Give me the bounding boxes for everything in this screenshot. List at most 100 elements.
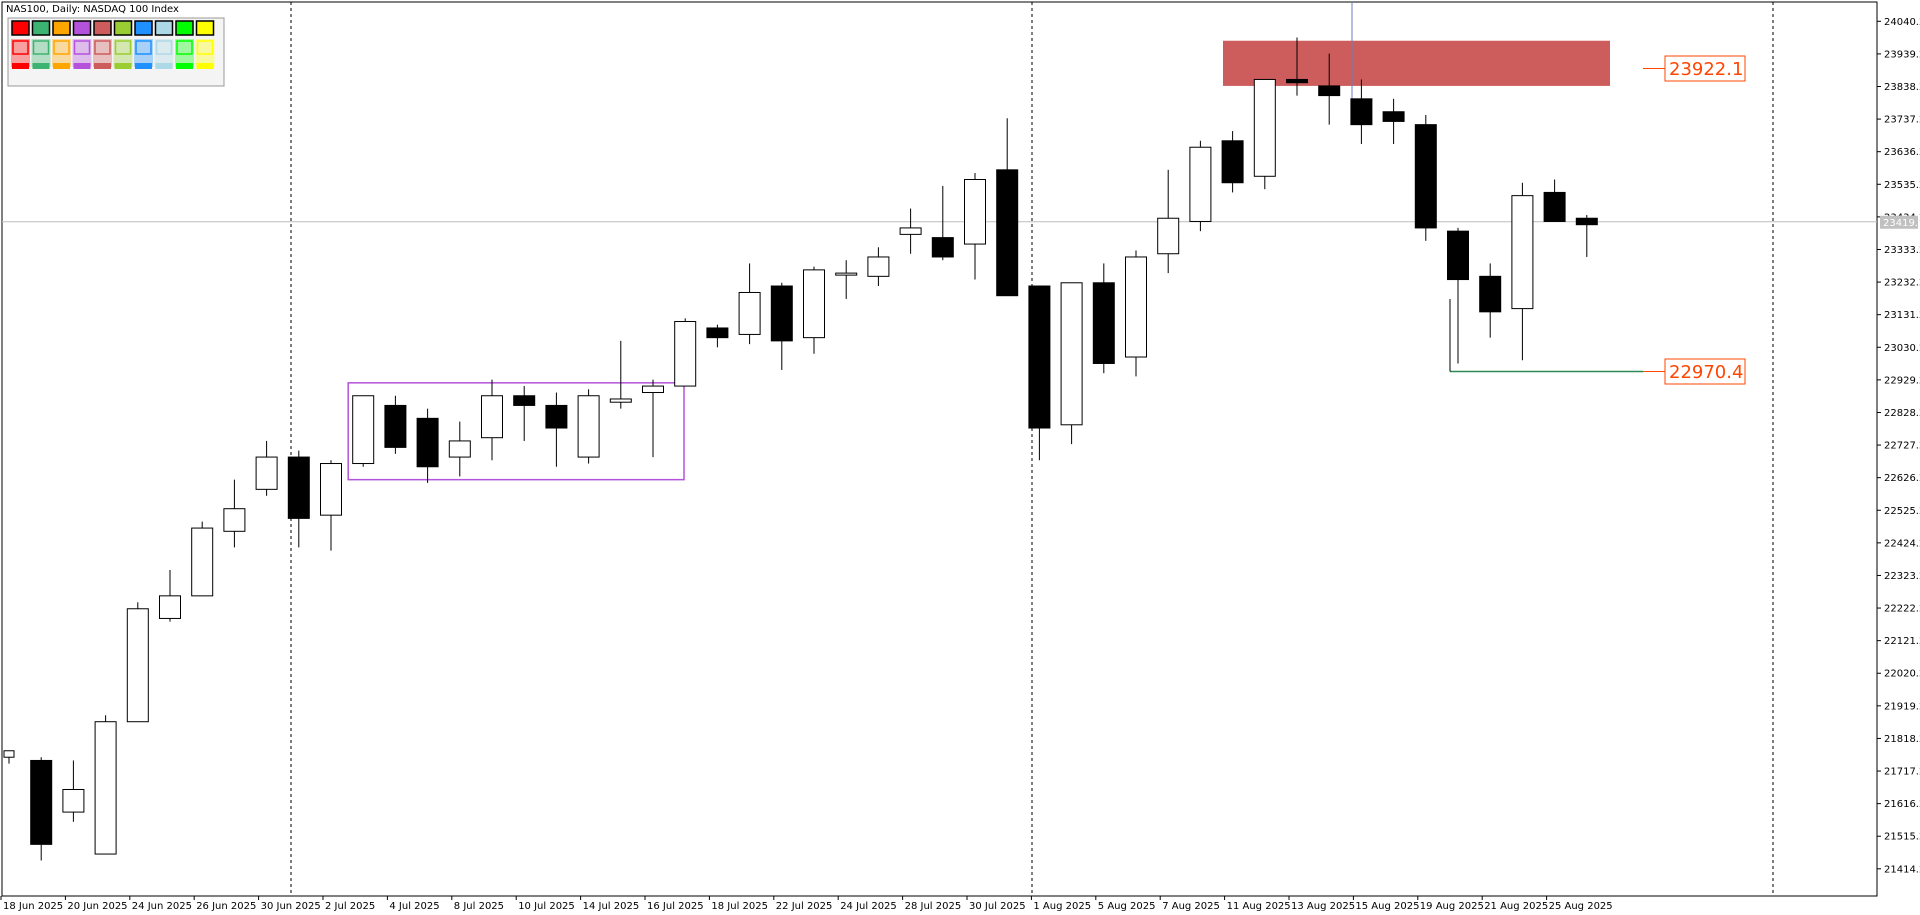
candle-25: [803, 266, 825, 354]
x-tick-label-22: 19 Aug 2025: [1420, 901, 1484, 912]
palette-swatch-outline-0[interactable]: [12, 40, 29, 55]
level-label-text-0: 23922.1: [1669, 59, 1743, 80]
palette-swatch-fill-2[interactable]: [52, 20, 71, 36]
candle-body-28: [899, 227, 922, 235]
candle-22: [706, 324, 729, 348]
candle-body-16: [513, 395, 536, 406]
candle-body-45: [1447, 230, 1469, 281]
plot-area: [1, 1, 1878, 897]
color-palette-panel[interactable]: [7, 17, 225, 87]
level-label-0[interactable]: 23922.1: [1643, 55, 1746, 82]
palette-swatch-outline-8[interactable]: [176, 40, 193, 55]
y-tick-label-19: 22121.2: [1884, 636, 1920, 647]
palette-swatch-bar-6[interactable]: [135, 63, 152, 69]
candle-12: [384, 395, 407, 454]
x-tick-label-11: 18 Jul 2025: [711, 901, 768, 912]
time-axis[interactable]: 18 Jun 2025 20 Jun 2025 24 Jun 2025 26 Jun …: [0, 896, 1613, 912]
candle-body-7: [223, 508, 246, 532]
y-tick-label-17: 22323.2: [1884, 571, 1920, 582]
x-tick-label-12: 22 Jul 2025: [776, 901, 833, 912]
level-label-box-0[interactable]: [1664, 55, 1746, 82]
palette-swatch-fill-5[interactable]: [113, 20, 133, 36]
palette-swatch-fill-8[interactable]: [175, 20, 194, 36]
palette-swatch-outline-2[interactable]: [53, 40, 70, 55]
palette-swatch-tint-bg-5: [113, 39, 133, 57]
candle-18: [577, 389, 600, 464]
y-tick-label-0: 24040.2: [1884, 17, 1920, 28]
candle-body-29: [931, 237, 954, 258]
palette-swatch-outline-4[interactable]: [94, 40, 111, 55]
palette-swatch-tint-6: [134, 57, 153, 67]
palette-swatch-outline-3[interactable]: [73, 40, 91, 55]
level-label-text-1: 22970.4: [1669, 362, 1743, 383]
y-tick-label-24: 21616.2: [1884, 799, 1920, 810]
candle-body-35: [1125, 256, 1147, 358]
current-price-tag-bg: [1880, 215, 1918, 229]
candle-10: [320, 460, 342, 551]
palette-swatch-tint-bg-6: [134, 39, 153, 57]
palette-swatch-fill-0[interactable]: [11, 20, 30, 36]
candle-40: [1286, 37, 1308, 96]
consolidation-box[interactable]: [347, 382, 685, 481]
y-tick-label-21: 21919.2: [1884, 701, 1920, 712]
x-tick-label-19: 11 Aug 2025: [1227, 901, 1291, 912]
palette-swatch-bar-4[interactable]: [94, 63, 111, 69]
palette-swatch-bar-7[interactable]: [155, 63, 173, 69]
palette-swatch-fill-1[interactable]: [31, 20, 51, 36]
palette-swatch-bar-2[interactable]: [53, 63, 70, 69]
palette-swatch-tint-bg-7: [154, 39, 174, 57]
palette-swatch-outline-5[interactable]: [114, 40, 132, 55]
y-tick-label-22: 21818.2: [1884, 734, 1920, 745]
palette-swatch-tint-8: [175, 57, 194, 67]
level-label-1[interactable]: 22970.4: [1449, 299, 1746, 385]
candle-body-13: [416, 417, 439, 468]
x-tick-label-7: 8 Jul 2025: [454, 901, 504, 912]
palette-swatch-bar-5[interactable]: [114, 63, 132, 69]
y-tick-label-20: 22020.2: [1884, 669, 1920, 680]
candle-2: [62, 760, 85, 822]
candle-48: [1543, 179, 1566, 222]
candle-8: [255, 440, 278, 496]
candle-body-38: [1221, 140, 1244, 184]
candle-34: [1092, 263, 1115, 374]
y-tick-label-13: 22727.2: [1884, 441, 1920, 452]
palette-swatch-bar-3[interactable]: [73, 63, 91, 69]
candle-3: [94, 715, 117, 855]
candle-1: [30, 757, 53, 861]
level-label-box-1[interactable]: [1664, 358, 1746, 385]
candle-26: [835, 260, 858, 299]
palette-swatch-bar-8[interactable]: [176, 63, 193, 69]
candle-body-26: [835, 272, 858, 276]
candle-45: [1447, 227, 1469, 364]
x-tick-label-13: 24 Jul 2025: [840, 901, 897, 912]
x-tick-label-23: 21 Aug 2025: [1484, 901, 1548, 912]
x-tick-label-16: 1 Aug 2025: [1033, 901, 1091, 912]
palette-swatch-outline-6[interactable]: [135, 40, 152, 55]
candle-body-32: [1028, 285, 1051, 429]
palette-swatch-fill-4[interactable]: [93, 20, 112, 36]
y-tick-label-4: 23636.2: [1884, 147, 1920, 158]
candle-body-49: [1575, 217, 1598, 226]
price-axis[interactable]: 24040.2 23939.2 23838.2 23737.2 23636.2 23535…: [1877, 17, 1920, 876]
palette-swatch-fill-6[interactable]: [134, 20, 153, 36]
palette-swatch-outline-7[interactable]: [155, 40, 173, 55]
palette-swatch-fill-3[interactable]: [72, 20, 92, 36]
candle-body-23: [738, 291, 761, 335]
candle-35: [1125, 250, 1147, 377]
palette-swatch-bar-1[interactable]: [32, 63, 50, 69]
palette-swatch-fill-9[interactable]: [195, 20, 215, 36]
candle-9: [287, 450, 310, 548]
palette-swatch-bar-0[interactable]: [12, 63, 29, 69]
palette-swatch-tint-bg-9: [195, 39, 215, 57]
price-level-labels[interactable]: 23922.1 22970.4: [1449, 55, 1746, 385]
palette-swatch-bar-9[interactable]: [196, 63, 214, 69]
x-tick-label-14: 28 Jul 2025: [905, 901, 962, 912]
palette-swatch-outline-9[interactable]: [196, 40, 214, 55]
annotation-objects[interactable]: [347, 2, 1610, 481]
x-tick-label-20: 13 Aug 2025: [1291, 901, 1355, 912]
palette-swatch-fill-7[interactable]: [154, 20, 174, 36]
palette-swatch-outline-1[interactable]: [32, 40, 50, 55]
candle-21: [674, 318, 697, 387]
resistance-zone[interactable]: [1223, 40, 1610, 86]
